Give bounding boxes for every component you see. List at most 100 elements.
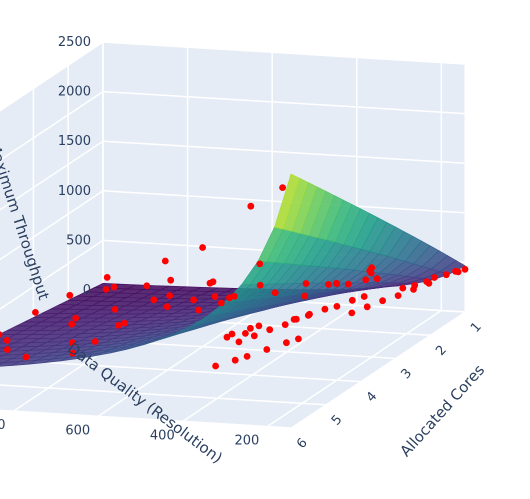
y-tick-label: 600 — [65, 423, 90, 438]
data-point — [242, 330, 249, 337]
data-point — [243, 353, 251, 360]
data-point — [166, 292, 174, 299]
data-point — [425, 279, 433, 287]
data-point — [190, 296, 198, 304]
gridline-z — [0, 190, 104, 261]
data-point — [68, 339, 76, 347]
data-point — [143, 282, 151, 290]
data-point — [292, 315, 300, 323]
data-point — [121, 319, 128, 327]
gridline-z — [102, 140, 466, 164]
data-point — [363, 303, 371, 311]
data-point — [360, 293, 368, 300]
data-point — [256, 281, 264, 289]
gridline-z — [0, 140, 104, 211]
data-point — [256, 260, 264, 268]
data-point — [110, 283, 118, 291]
gridline-z — [0, 41, 104, 112]
data-point — [344, 280, 352, 288]
data-point — [283, 339, 290, 347]
data-point — [247, 202, 255, 210]
data-point — [279, 184, 286, 192]
z-tick-label: 2000 — [58, 85, 91, 100]
data-point — [461, 265, 469, 273]
z-tick-label: 1000 — [58, 184, 91, 199]
data-point — [211, 293, 219, 300]
data-point — [66, 291, 74, 299]
data-point — [0, 331, 3, 338]
data-point — [255, 322, 263, 330]
data-point — [235, 338, 243, 346]
data-point — [304, 312, 312, 319]
z-tick-label: 2500 — [58, 35, 91, 50]
surface-cell — [274, 173, 301, 230]
data-point — [228, 330, 236, 338]
y-tick-label: 200 — [234, 434, 259, 449]
data-point — [103, 274, 111, 281]
gridline-x — [0, 358, 361, 383]
y-tick-label: 800 — [0, 418, 6, 433]
gridline-z — [102, 41, 466, 65]
data-point — [250, 332, 258, 340]
gridline-z — [0, 90, 104, 162]
data-point — [163, 303, 171, 311]
data-point — [3, 346, 11, 353]
data-point — [223, 333, 231, 341]
data-point — [69, 349, 77, 357]
data-point — [366, 267, 374, 275]
data-point — [302, 280, 310, 287]
data-point — [442, 271, 450, 279]
data-point — [431, 274, 438, 281]
x-tick-label: 2 — [433, 343, 450, 359]
data-point — [167, 276, 175, 284]
data-point — [348, 309, 356, 317]
data-point — [111, 306, 119, 313]
data-point — [68, 320, 76, 328]
y-tick-label: 400 — [150, 428, 175, 443]
x-tick-label: 1 — [468, 320, 485, 336]
gridline-y — [97, 299, 273, 417]
data-point — [266, 326, 274, 334]
data-point — [231, 356, 239, 364]
data-point — [32, 309, 39, 316]
data-point — [333, 303, 341, 310]
data-point — [348, 296, 356, 304]
data-point — [115, 321, 122, 329]
x-tick-label: 5 — [329, 412, 346, 428]
data-point — [217, 299, 225, 307]
gridline-x — [0, 384, 326, 406]
data-point — [394, 292, 402, 299]
data-point — [410, 286, 417, 293]
gridline-z — [0, 239, 104, 310]
data-point — [150, 296, 158, 304]
gridline-y — [266, 309, 442, 428]
data-point — [212, 362, 220, 370]
data-point — [91, 338, 99, 345]
data-point — [161, 257, 169, 265]
data-point — [362, 276, 370, 284]
z-tick-label: 500 — [66, 233, 91, 248]
scatter-points — [0, 184, 469, 370]
z-tick-label: 1500 — [58, 134, 91, 149]
data-point — [373, 275, 381, 283]
data-point — [295, 335, 302, 343]
data-point — [321, 305, 329, 313]
data-point — [22, 353, 30, 361]
data-point — [399, 284, 407, 292]
data-point — [209, 278, 217, 286]
x-tick-label: 4 — [364, 389, 381, 405]
data-point — [247, 324, 254, 332]
data-point — [301, 292, 308, 300]
gridline-x — [0, 409, 292, 429]
x-tick-label: 3 — [398, 366, 415, 382]
data-point — [325, 281, 332, 288]
data-point — [379, 297, 386, 305]
data-point — [199, 244, 207, 251]
data-point — [281, 321, 289, 328]
gridline-y — [182, 304, 358, 423]
data-point — [333, 279, 340, 287]
z-tick-label: 0 — [83, 283, 91, 298]
data-point — [72, 314, 80, 322]
